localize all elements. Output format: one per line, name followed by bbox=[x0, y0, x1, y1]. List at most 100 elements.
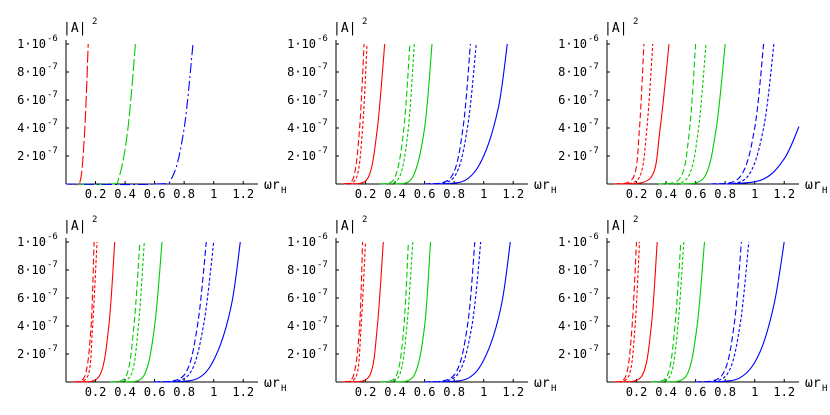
series-line bbox=[614, 43, 645, 185]
x-tick-label: 0.8 bbox=[443, 385, 465, 399]
series-line bbox=[654, 241, 685, 383]
x-tick-label: 0.4 bbox=[114, 187, 136, 201]
series-line bbox=[157, 241, 215, 383]
y-tick-label: 1·10 bbox=[17, 37, 46, 51]
series-line bbox=[350, 43, 386, 185]
y-tick-label: 1·10 bbox=[17, 235, 46, 249]
series-line bbox=[154, 241, 207, 383]
series-line bbox=[439, 43, 508, 185]
series-line bbox=[383, 241, 414, 383]
y-tick-exponent: -7 bbox=[47, 146, 58, 156]
y-tick-label: 6·10 bbox=[17, 93, 46, 107]
series-line bbox=[169, 241, 241, 383]
x-axis-label: ωr bbox=[264, 376, 280, 391]
y-tick-label: 4·10 bbox=[287, 319, 316, 333]
x-tick-label: 1 bbox=[480, 187, 487, 201]
y-tick-exponent: -7 bbox=[588, 288, 599, 298]
x-tick-label: 1 bbox=[210, 385, 217, 399]
series-line bbox=[124, 241, 163, 383]
series-line bbox=[343, 43, 368, 185]
series-line bbox=[621, 43, 670, 185]
y-tick-label: 2·10 bbox=[17, 149, 46, 163]
series-line bbox=[65, 43, 194, 186]
chart-panel-1: 0.2 0.4 0.6 0.8 1 1.22·10 -74·10 -76·10 -78·10 -7… bbox=[17, 17, 286, 201]
x-tick-label: 0.2 bbox=[355, 385, 377, 399]
x-tick-label: 0.6 bbox=[414, 187, 436, 201]
y-tick-label: 2·10 bbox=[287, 347, 316, 361]
series-line bbox=[110, 241, 141, 383]
series-line bbox=[680, 43, 726, 185]
x-tick-label: 0.2 bbox=[85, 187, 107, 201]
series-line bbox=[65, 43, 89, 186]
y-tick-label: 8·10 bbox=[287, 65, 316, 79]
chart-panel-6: 0.2 0.4 0.6 0.8 1 1.22·10 -74·10 -76·10 -78·10 -7… bbox=[558, 215, 827, 399]
x-tick-label: 0.8 bbox=[714, 187, 736, 201]
x-tick-label: 1.2 bbox=[232, 187, 254, 201]
x-axis-label-subscript: H bbox=[281, 186, 286, 196]
series-line bbox=[113, 241, 145, 383]
x-tick-label: 0.4 bbox=[384, 385, 406, 399]
y-tick-label: 4·10 bbox=[17, 121, 46, 135]
series-line bbox=[698, 241, 750, 383]
y-axis-label-superscript: 2 bbox=[362, 215, 367, 225]
series-line bbox=[710, 43, 765, 185]
y-tick-exponent: -6 bbox=[317, 232, 328, 242]
y-tick-label: 1·10 bbox=[558, 235, 587, 249]
y-tick-label: 6·10 bbox=[17, 291, 46, 305]
y-axis-label-superscript: 2 bbox=[633, 215, 638, 225]
x-tick-label: 1 bbox=[751, 385, 758, 399]
y-tick-label: 8·10 bbox=[17, 65, 46, 79]
x-tick-label: 1.2 bbox=[232, 385, 254, 399]
x-tick-label: 0.6 bbox=[685, 187, 707, 201]
x-tick-label: 0.2 bbox=[85, 385, 107, 399]
series-line bbox=[424, 43, 471, 185]
x-tick-label: 0.4 bbox=[114, 385, 136, 399]
x-tick-label: 1.2 bbox=[773, 187, 795, 201]
y-tick-label: 1·10 bbox=[287, 37, 316, 51]
y-axis-label: |A| bbox=[63, 219, 86, 234]
y-tick-exponent: -7 bbox=[588, 316, 599, 326]
y-axis-label: |A| bbox=[604, 219, 627, 234]
series-line bbox=[380, 43, 411, 185]
chart-panel-3: 0.2 0.4 0.6 0.8 1 1.22·10 -74·10 -76·10 -78·10 -7… bbox=[558, 17, 827, 201]
x-tick-label: 0.2 bbox=[626, 385, 648, 399]
y-tick-label: 4·10 bbox=[287, 121, 316, 135]
x-axis-label-subscript: H bbox=[822, 186, 827, 196]
y-tick-exponent: -7 bbox=[317, 288, 328, 298]
y-tick-exponent: -7 bbox=[47, 118, 58, 128]
y-tick-exponent: -7 bbox=[47, 344, 58, 354]
series-line bbox=[618, 43, 654, 185]
y-tick-label: 2·10 bbox=[558, 347, 587, 361]
x-tick-label: 0.2 bbox=[626, 187, 648, 201]
y-axis-label-superscript: 2 bbox=[633, 17, 638, 27]
x-axis-label-subscript: H bbox=[281, 384, 286, 394]
x-tick-label: 0.8 bbox=[714, 385, 736, 399]
x-tick-label: 0.4 bbox=[655, 187, 677, 201]
y-tick-exponent: -7 bbox=[588, 90, 599, 100]
y-tick-exponent: -7 bbox=[47, 62, 58, 72]
chart-panel-2: 0.2 0.4 0.6 0.8 1 1.22·10 -74·10 -76·10 -78·10 -7… bbox=[287, 17, 556, 201]
y-tick-label: 6·10 bbox=[558, 291, 587, 305]
y-tick-exponent: -7 bbox=[317, 62, 328, 72]
y-tick-exponent: -7 bbox=[317, 90, 328, 100]
series-line bbox=[651, 241, 682, 383]
series-line bbox=[73, 241, 95, 383]
x-tick-label: 0.2 bbox=[355, 187, 377, 201]
series-line bbox=[725, 126, 800, 185]
y-tick-label: 1·10 bbox=[558, 37, 587, 51]
y-tick-label: 2·10 bbox=[558, 149, 587, 163]
x-tick-label: 0.8 bbox=[173, 187, 195, 201]
y-tick-label: 1·10 bbox=[287, 235, 316, 249]
y-axis-label: |A| bbox=[333, 21, 356, 36]
x-axis-label-subscript: H bbox=[822, 384, 827, 394]
x-tick-label: 0.6 bbox=[144, 385, 166, 399]
x-tick-label: 1 bbox=[751, 187, 758, 201]
y-tick-label: 8·10 bbox=[17, 263, 46, 277]
x-axis-label: ωr bbox=[534, 376, 550, 391]
y-tick-label: 6·10 bbox=[287, 93, 316, 107]
x-tick-label: 0.4 bbox=[655, 385, 677, 399]
series-line bbox=[394, 43, 433, 185]
series-line bbox=[710, 241, 785, 383]
series-line bbox=[343, 241, 364, 383]
series-line bbox=[621, 241, 658, 383]
